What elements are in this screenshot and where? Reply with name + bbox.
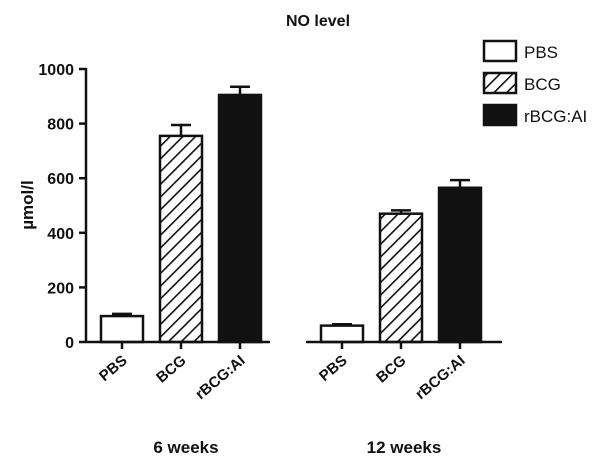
legend-swatch	[482, 71, 518, 95]
y-tick-label: 1000	[38, 62, 74, 79]
y-tick-label: 400	[47, 226, 74, 243]
legend: PBS BCG rBCG:AI	[482, 39, 587, 127]
legend-label: BCG	[524, 75, 561, 94]
bars	[99, 85, 483, 344]
x-tick-label: PBS	[316, 352, 351, 385]
y-axis: 0 200 400 600 800 1000	[38, 62, 88, 352]
chart-title: NO level	[286, 13, 350, 30]
y-tick-label: 200	[47, 280, 74, 297]
x-tick-label: PBS	[96, 352, 131, 385]
y-tick-label: 0	[65, 335, 74, 352]
legend-label: PBS	[524, 43, 558, 62]
group-label: 6 weeks	[153, 438, 218, 457]
x-tick-label: rBCG:AI	[412, 352, 468, 403]
legend-swatch	[482, 103, 518, 127]
group-label: 12 weeks	[367, 438, 442, 457]
x-tick-label: BCG	[373, 352, 409, 386]
bar-bcg	[158, 134, 204, 344]
legend-swatch	[482, 39, 518, 63]
y-tick-label: 800	[47, 117, 74, 134]
x-tick-label: BCG	[153, 352, 189, 386]
bar-pbs	[319, 324, 365, 344]
bar-bcg	[378, 212, 424, 344]
bar-rbcg-ai	[437, 186, 483, 344]
y-axis-label: µmol/l	[18, 180, 37, 229]
legend-label: rBCG:AI	[524, 107, 587, 126]
bar-pbs	[99, 314, 145, 344]
x-tick-label: rBCG:AI	[192, 352, 248, 403]
bar-rbcg-ai	[217, 93, 263, 344]
y-tick-label: 600	[47, 171, 74, 188]
